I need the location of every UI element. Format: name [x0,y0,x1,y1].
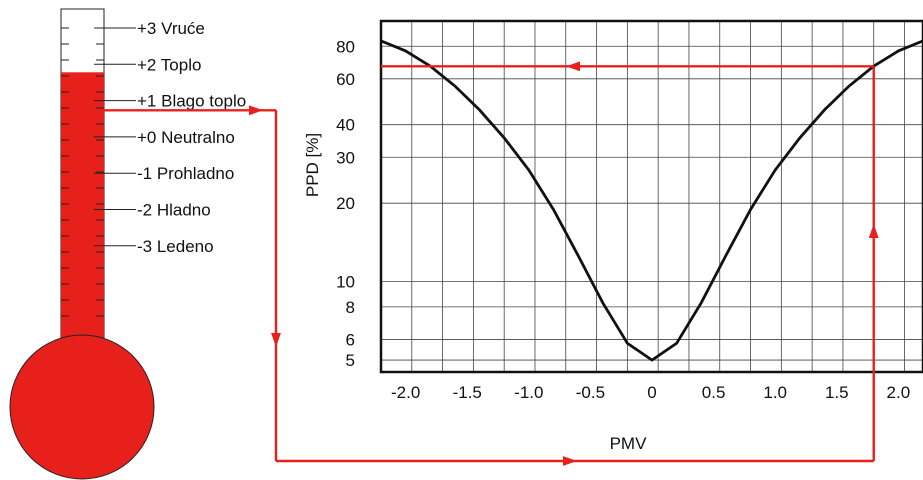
arrow-head-right [249,105,263,116]
scale-label: +1 Blago toplo [137,92,246,111]
scale-label: -1 Prohladno [137,164,234,183]
thermometer-minor-ticks [61,27,104,317]
x-tick-label: 1.5 [825,383,849,402]
y-tick-label: 10 [336,273,355,292]
scale-label: +3 Vruće [137,19,205,38]
x-tick-label: 0.5 [702,383,726,402]
example-arrow-path [104,61,879,466]
arrow-head-right [563,456,577,466]
y-axis-label: PPD [%] [303,133,322,197]
x-axis-label: PMV [610,434,648,453]
x-tick-label: 0 [647,383,656,402]
chart-grid [380,21,923,372]
y-tick-label: 80 [336,37,355,56]
arrow-head-up [868,224,879,238]
thermometer-bulb [9,334,155,480]
x-tick-label: -1.5 [453,383,482,402]
thermometer-scale: +3 Vruće +2 Toplo +1 Blago toplo +0 Neutral… [94,19,246,256]
y-tick-label: 60 [336,70,355,89]
scale-label: -3 Ledeno [137,237,214,256]
x-tick-label: 1.0 [763,383,787,402]
plot-frame [379,19,923,374]
x-tick-label: -0.5 [576,383,605,402]
thermometer-fill [61,72,104,366]
ppd-curve [381,39,923,362]
scale-label: +2 Toplo [137,55,201,74]
scale-label: +0 Neutralno [137,128,235,147]
x-tick-label: 2.0 [887,383,911,402]
x-tick-labels: -2.0 -1.5 -1.0 -0.5 0 0.5 1.0 1.5 2.0 [391,383,910,402]
arrow-head-left [566,61,580,72]
arrow-head-down [271,333,281,347]
y-tick-label: 5 [346,351,355,370]
y-tick-label: 30 [336,148,355,167]
y-tick-label: 8 [346,298,355,317]
x-tick-label: -2.0 [391,383,420,402]
scale-label: -2 Hladno [137,201,211,220]
thermometer: +3 Vruće +2 Toplo +1 Blago toplo +0 Neutral… [9,8,246,480]
y-tick-label: 6 [346,330,355,349]
y-tick-label: 20 [336,194,355,213]
x-tick-label: -1.0 [514,383,543,402]
y-tick-label: 40 [336,116,355,135]
ppd-chart: -2.0 -1.5 -1.0 -0.5 0 0.5 1.0 1.5 2.0 5 6 8 10 20 30 4… [303,19,923,453]
y-tick-labels: 5 6 8 10 20 30 40 60 80 [336,37,355,370]
